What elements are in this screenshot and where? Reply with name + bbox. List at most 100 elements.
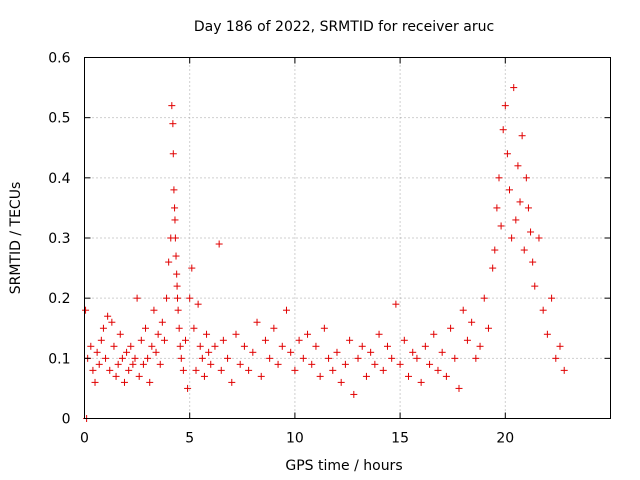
data-point xyxy=(392,300,400,308)
data-point xyxy=(249,348,257,356)
data-point xyxy=(184,384,192,392)
data-point xyxy=(261,336,269,344)
data-point xyxy=(524,204,532,212)
data-point xyxy=(341,360,349,368)
data-point xyxy=(270,324,278,332)
data-point xyxy=(172,252,180,260)
data-point xyxy=(125,366,133,374)
data-point xyxy=(171,204,179,212)
data-point xyxy=(472,354,480,362)
data-point xyxy=(299,354,307,362)
data-point xyxy=(203,330,211,338)
data-point xyxy=(200,372,208,380)
data-point xyxy=(198,354,206,362)
data-point xyxy=(228,378,236,386)
data-point xyxy=(110,342,118,350)
data-point xyxy=(176,342,184,350)
data-point xyxy=(497,222,505,230)
data-point xyxy=(163,294,171,302)
data-point xyxy=(190,324,198,332)
data-point xyxy=(152,348,160,356)
data-point xyxy=(156,360,164,368)
x-tick-label: 5 xyxy=(185,431,194,447)
data-point xyxy=(169,150,177,158)
data-point xyxy=(383,342,391,350)
x-tick-label: 0 xyxy=(80,431,89,447)
data-point xyxy=(173,270,181,278)
data-point xyxy=(287,348,295,356)
data-point xyxy=(211,342,219,350)
data-point xyxy=(405,372,413,380)
data-point xyxy=(266,354,274,362)
y-tick-label: 0 xyxy=(62,412,71,428)
data-point xyxy=(508,234,516,242)
data-point xyxy=(495,174,503,182)
data-point xyxy=(535,234,543,242)
data-point xyxy=(291,366,299,374)
data-point xyxy=(463,336,471,344)
data-point xyxy=(215,240,223,248)
data-point xyxy=(493,204,501,212)
data-point xyxy=(205,348,213,356)
data-point xyxy=(160,336,168,344)
data-point xyxy=(434,366,442,374)
x-axis-label: GPS time / hours xyxy=(285,458,402,474)
data-point xyxy=(104,312,112,320)
data-point xyxy=(97,336,105,344)
data-point xyxy=(539,306,547,314)
grid-layer xyxy=(84,57,611,419)
data-point xyxy=(388,354,396,362)
data-point xyxy=(232,330,240,338)
data-point xyxy=(154,330,162,338)
data-point xyxy=(93,348,101,356)
data-point xyxy=(168,102,176,110)
data-point xyxy=(278,342,286,350)
axis-ticks xyxy=(84,57,611,419)
tick-labels: 0 0.1 0.2 0.3 0.4 0.5 0.6 0 5 10 15 20 xyxy=(48,51,514,447)
data-point xyxy=(173,294,181,302)
data-point xyxy=(245,366,253,374)
data-points xyxy=(82,84,568,422)
data-point xyxy=(354,354,362,362)
data-point xyxy=(82,306,90,314)
data-point xyxy=(188,264,196,272)
data-point xyxy=(137,336,145,344)
data-point xyxy=(120,378,128,386)
data-point xyxy=(173,282,181,290)
data-point xyxy=(257,372,265,380)
y-tick-label: 0.4 xyxy=(48,171,70,187)
data-point xyxy=(489,264,497,272)
data-point xyxy=(396,360,404,368)
data-point xyxy=(253,318,261,326)
data-point xyxy=(455,384,463,392)
data-point xyxy=(150,306,158,314)
data-point xyxy=(274,360,282,368)
data-point xyxy=(240,342,248,350)
data-point xyxy=(430,330,438,338)
data-point xyxy=(207,360,215,368)
data-point xyxy=(174,306,182,314)
data-point xyxy=(131,354,139,362)
data-point xyxy=(350,390,358,398)
x-tick-label: 15 xyxy=(391,431,409,447)
y-tick-label: 0.6 xyxy=(48,51,70,67)
data-point xyxy=(196,342,204,350)
data-point xyxy=(192,366,200,374)
data-point xyxy=(224,354,232,362)
data-point xyxy=(127,342,135,350)
data-point xyxy=(522,174,530,182)
data-point xyxy=(329,366,337,374)
data-point xyxy=(219,336,227,344)
data-point xyxy=(148,342,156,350)
data-point xyxy=(320,324,328,332)
data-point xyxy=(87,342,95,350)
data-point xyxy=(379,366,387,374)
data-point xyxy=(114,360,122,368)
data-point xyxy=(295,336,303,344)
y-tick-label: 0.5 xyxy=(48,111,70,127)
data-point xyxy=(95,360,103,368)
data-point xyxy=(484,324,492,332)
data-point xyxy=(506,186,514,194)
data-point xyxy=(501,102,509,110)
